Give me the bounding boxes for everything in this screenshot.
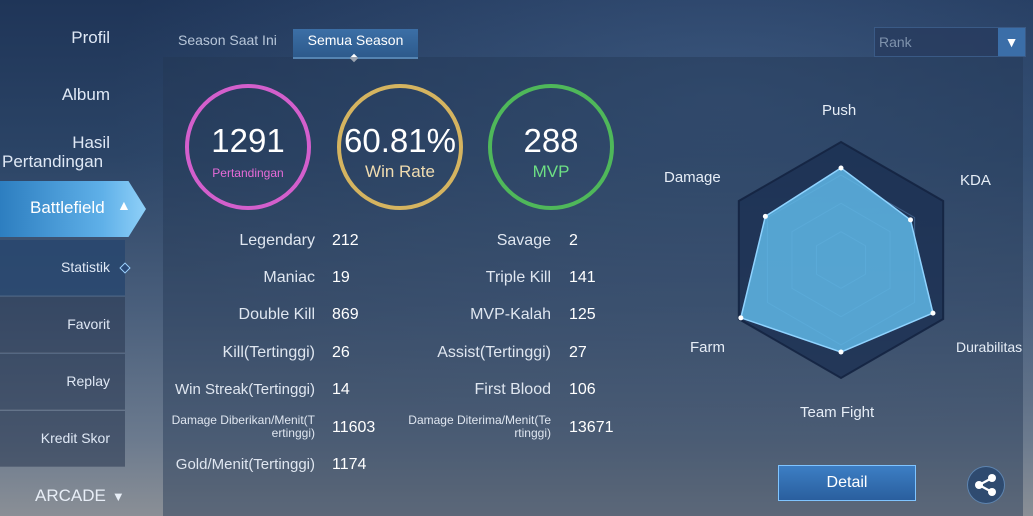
- stat-value: 14: [332, 381, 350, 398]
- stat-label-line: ertinggi): [271, 426, 315, 440]
- stat-value: 125: [569, 306, 596, 323]
- radar-axis-label: Durabilitas: [956, 339, 1023, 355]
- stat-label-line: Damage Diberikan/Menit(T: [171, 413, 315, 427]
- radar-axis-label: Farm: [690, 339, 725, 356]
- chevron-up-icon: ▲: [117, 197, 131, 213]
- radar-axis-label: Push: [822, 102, 857, 119]
- stat-label-line: rtinggi): [514, 426, 551, 440]
- radar-point-damage: [762, 213, 768, 219]
- radar-point-kda: [907, 217, 913, 223]
- stat-label: Damage Diberikan/Menit(T ertinggi): [172, 414, 315, 440]
- radar-axis-label: Team Fight: [800, 404, 875, 421]
- sidebar-item-label: Statistik: [60, 259, 110, 275]
- stat-value: 1174: [332, 456, 367, 473]
- stat-label: First Blood: [474, 381, 551, 398]
- sidebar-item-label: Hasil: [72, 133, 110, 152]
- sidebar-item-label: Pertandingan: [2, 152, 104, 171]
- sidebar-subitem-kredit-skor[interactable]: Kredit Skor: [0, 411, 125, 467]
- matches-label: Pertandingan: [212, 166, 284, 180]
- matches-value: 1291: [211, 122, 285, 159]
- sidebar-item-arcade[interactable]: ARCADE ▼: [35, 486, 125, 506]
- stat-value: 26: [332, 344, 350, 361]
- sidebar-item-label: Replay: [66, 373, 110, 389]
- radar-point-farm: [738, 315, 744, 321]
- stat-label: Kill(Tertinggi): [222, 344, 315, 361]
- sidebar-item-album[interactable]: Album: [61, 85, 110, 104]
- stat-value: 869: [332, 306, 359, 323]
- stat-label: Maniac: [263, 269, 315, 286]
- sidebar: Profil Album Hasil Pertandingan Battlefi…: [0, 0, 150, 516]
- stat-value: 106: [569, 381, 596, 398]
- sidebar-subitem-replay[interactable]: Replay: [0, 354, 125, 410]
- stat-value: 2: [569, 232, 578, 249]
- matches-circle: 1291 Pertandingan: [185, 84, 311, 210]
- mvp-label: MVP: [532, 162, 570, 181]
- winrate-value: 60.81%: [344, 122, 456, 159]
- stat-value: 212: [332, 232, 359, 249]
- share-button[interactable]: [967, 466, 1005, 504]
- sidebar-item-label: Kredit Skor: [40, 430, 110, 446]
- winrate-label: Win Rate: [365, 162, 435, 181]
- radar-axis-label: KDA: [960, 172, 991, 189]
- stat-label: Double Kill: [238, 306, 315, 323]
- radar-axis-label: Damage: [664, 169, 721, 186]
- stat-label: Assist(Tertinggi): [437, 344, 551, 361]
- radar-point-team-fight: [838, 349, 844, 355]
- sidebar-item-battlefield[interactable]: Battlefield ▲: [0, 181, 146, 237]
- stat-label-line: Damage Diterima/Menit(Te: [408, 413, 551, 427]
- sidebar-item-label: Favorit: [67, 316, 110, 332]
- stat-value: 141: [569, 269, 596, 286]
- radar-chart: [737, 140, 945, 380]
- mvp-circle: 288 MVP: [488, 84, 614, 210]
- radar-point-push: [838, 165, 844, 171]
- sidebar-item-label: Battlefield: [30, 198, 105, 217]
- chevron-down-icon[interactable]: ▼: [998, 28, 1025, 56]
- stat-value: 19: [332, 269, 350, 286]
- stat-label: Damage Diterima/Menit(Te rtinggi): [408, 414, 551, 440]
- chevron-down-icon: ▼: [111, 489, 125, 504]
- stat-value: 11603: [332, 419, 376, 436]
- sidebar-subitem-favorit[interactable]: Favorit: [0, 297, 125, 353]
- sidebar-item-label: ARCADE: [35, 486, 106, 505]
- tab-season-saat-ini[interactable]: Season Saat Ini: [178, 32, 277, 48]
- stat-label: MVP-Kalah: [470, 306, 551, 323]
- stat-value: 27: [569, 344, 587, 361]
- stat-label: Win Streak(Tertinggi): [174, 381, 315, 398]
- sidebar-item-hasil-pertandingan[interactable]: Hasil: [72, 134, 110, 152]
- mvp-value: 288: [523, 122, 579, 159]
- share-icon: [975, 474, 996, 496]
- stat-label: Savage: [496, 232, 551, 249]
- radar-point-durabilitas: [930, 310, 936, 316]
- sidebar-item-profil[interactable]: Profil: [71, 28, 110, 47]
- rank-filter-dropdown[interactable]: Rank ▼: [874, 27, 1026, 57]
- winrate-circle: 60.81% Win Rate: [337, 84, 463, 210]
- stat-label: Legendary: [239, 232, 315, 249]
- stat-label: Triple Kill: [485, 269, 551, 286]
- sidebar-subitem-statistik[interactable]: Statistik: [0, 240, 125, 296]
- detail-button[interactable]: Detail: [778, 465, 916, 501]
- tab-semua-season[interactable]: Semua Season: [293, 29, 418, 59]
- stat-value: 13671: [569, 419, 614, 436]
- stat-label: Gold/Menit(Tertinggi): [175, 456, 315, 473]
- rank-filter-value: Rank: [879, 34, 912, 50]
